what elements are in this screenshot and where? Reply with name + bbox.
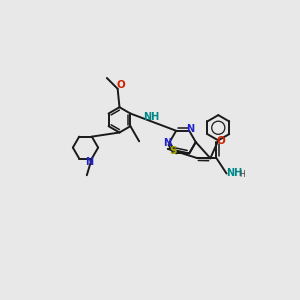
Text: NH: NH — [143, 112, 159, 122]
Text: N: N — [85, 157, 93, 166]
Text: O: O — [217, 136, 226, 146]
Text: O: O — [116, 80, 125, 90]
Text: N: N — [186, 124, 194, 134]
Text: NH: NH — [226, 167, 242, 178]
Text: N: N — [164, 138, 172, 148]
Text: H: H — [239, 170, 245, 179]
Text: S: S — [169, 146, 177, 156]
